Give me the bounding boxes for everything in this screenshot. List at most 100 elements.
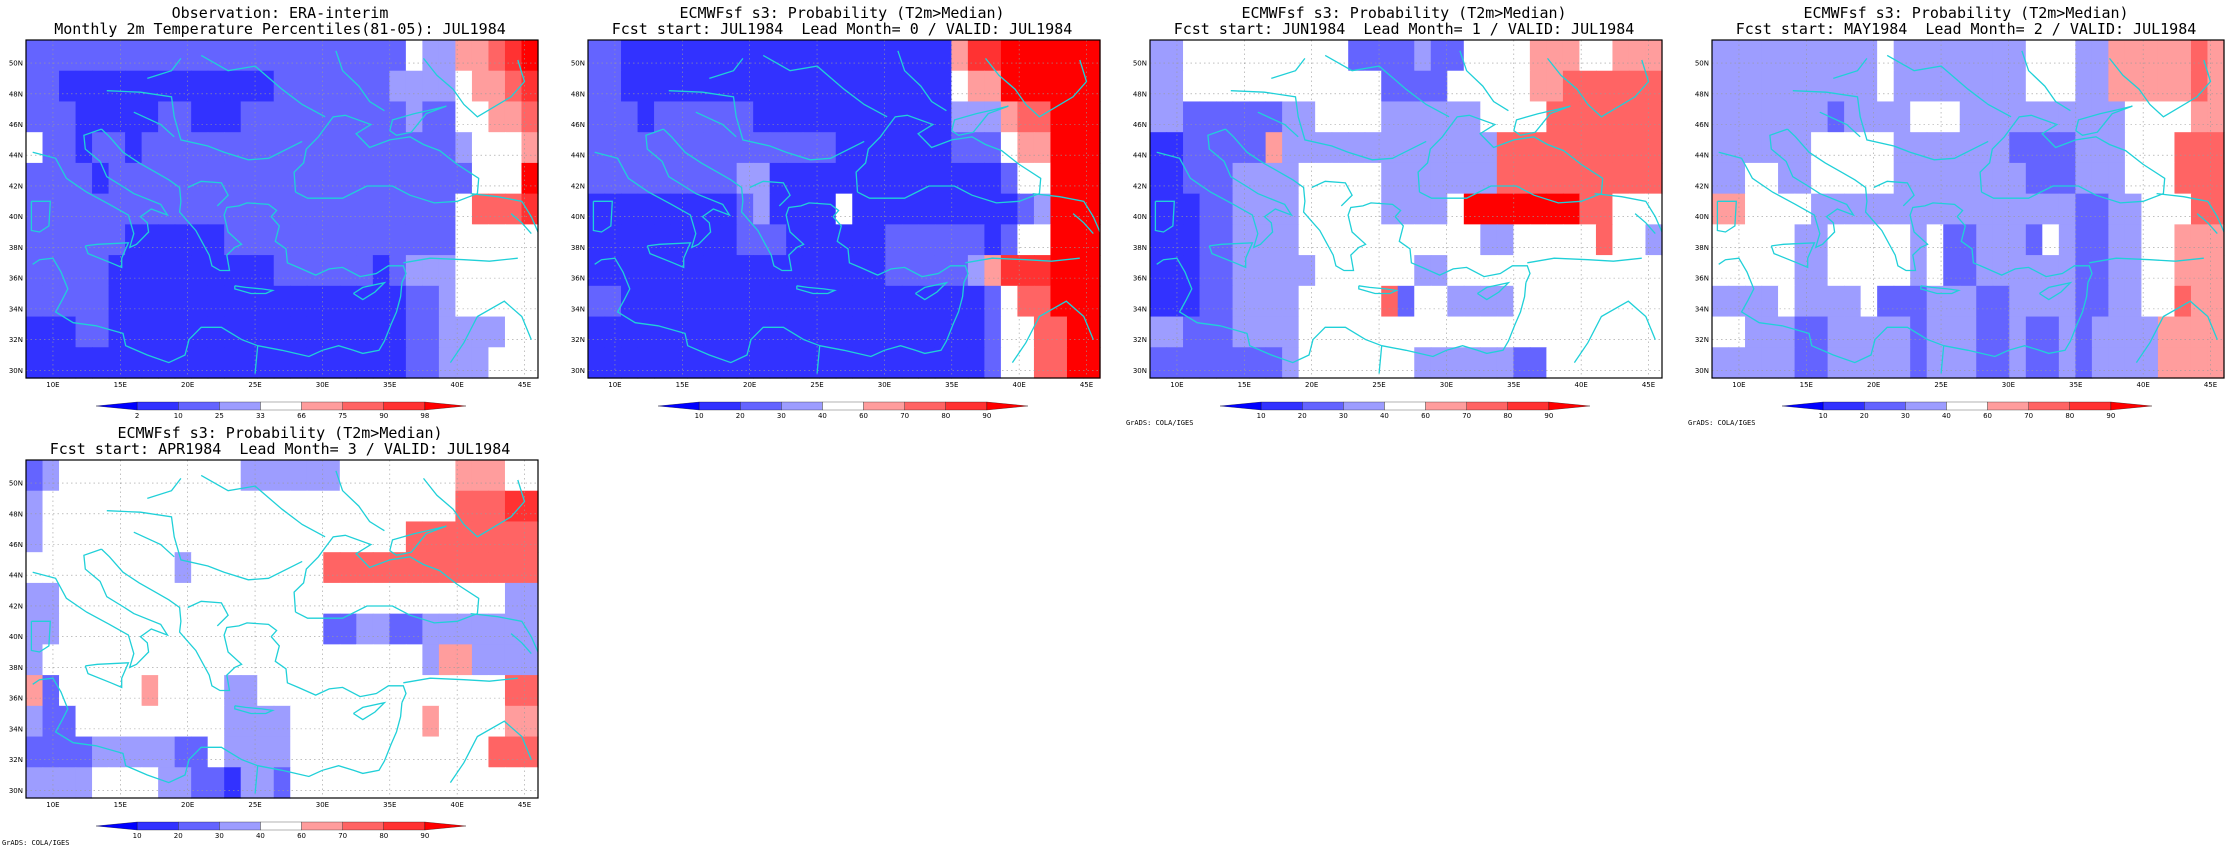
colorbar-label: 60 [1421,412,1430,420]
grid-cell [1331,347,1349,379]
grid-cell [488,347,506,379]
grid-cell [885,40,903,72]
grid-cell [306,347,324,379]
grid-cell [389,193,407,225]
grid-cell [389,460,407,492]
grid-cell [455,767,473,799]
grid-cell [158,132,176,164]
grid-cell [273,582,291,615]
grid-cell [1628,70,1647,103]
grid-cell [2091,347,2109,379]
grid-cell [207,132,225,164]
grid-cell [2157,40,2176,72]
coastline [2039,281,2073,301]
grid-cell [2157,101,2176,133]
panel-title-line1: ECMWFsf s3: Probability (T2m>Median) [679,4,1005,22]
coastline [449,300,532,363]
grid-cell [901,162,919,195]
grid-cell [1628,255,1647,287]
grid-cell [1712,224,1730,256]
grid-cell [1364,316,1382,348]
lat-tick-label: 32N [1695,336,1709,344]
grid-cell [1562,255,1581,287]
grid-cell [257,132,275,164]
grid-cell [125,101,143,133]
grid-cell [455,193,473,225]
grid-cell [389,316,407,348]
coastline [1527,257,1642,264]
grid-cell [1183,70,1201,103]
coastline [32,257,258,364]
lon-tick-label: 30E [316,801,329,809]
grid-cell [1811,255,1829,287]
grid-cell [2058,316,2076,348]
grid-cell [967,255,985,287]
lat-tick-label: 46N [1133,121,1147,129]
coastline [1324,54,1450,118]
colorbar-segment [2069,401,2112,411]
grid-cell [1183,316,1201,348]
grid-cell [125,193,143,225]
grid-cell [405,40,423,72]
grid-cell [389,552,407,584]
grid-cell [588,255,606,287]
grid-cell [1050,285,1068,318]
grid-cell [356,70,374,103]
grid-cell [2108,224,2126,256]
grid-cell [240,224,258,256]
grid-cell [471,490,490,523]
grid-cell [2207,347,2225,379]
grid-cell [174,70,192,103]
grid-cell [290,255,308,287]
grid-cell [2207,101,2225,133]
grid-cell [2207,285,2225,318]
grid-cell [372,162,390,195]
grid-cell [2075,285,2093,318]
coastlines [30,50,538,374]
grid-cell [290,675,308,707]
grid-cell [2009,224,2027,256]
grid-cell [273,460,291,492]
grid-cell [471,644,490,676]
grid-cell [174,255,192,287]
grid-cell [273,521,291,553]
grid-cell [273,162,291,195]
grid-cell [1232,132,1250,164]
coastline [254,765,259,794]
grid-cell [1579,285,1597,318]
grid-cell [1265,347,1283,379]
graticule: 10E 15E 20E 25E 30E 35E 40E 45E30N32N34N36N38N4… [9,460,538,809]
colorbar-label: 90 [420,832,429,840]
grid-cell [504,162,523,195]
grid-cell [405,521,423,553]
grid-cell [852,193,870,225]
grid-cell [2124,224,2143,256]
grid-cell [2058,285,2076,318]
lat-tick-label: 44N [9,572,23,580]
grid-cell [1066,255,1085,287]
grid-cell [1463,40,1481,72]
grid-cell [637,316,655,348]
grid-cell [885,285,903,318]
grid-cell [1712,347,1730,379]
grid-cell [455,316,473,348]
grid-cell [405,193,423,225]
grid-cell [42,705,60,738]
grid-cell [207,224,225,256]
grid-cell [703,224,721,256]
grid-cell [934,316,952,348]
lat-tick-label: 34N [1695,305,1709,313]
map-svg: 10E 15E 20E 25E 30E 35E 40E 45E30N32N34N36N38N4… [1695,39,2225,420]
grid-cell [339,101,357,133]
grid-cell [720,285,738,318]
coastline [1573,300,1656,363]
grid-cell [1166,101,1184,133]
colorbar: 10 20 30 40 60 70 80 90 [95,821,467,840]
grid-cell [2058,193,2076,225]
lat-tick-label: 50N [1133,60,1147,68]
grid-cell [1083,132,1101,164]
grid-cell [257,460,275,492]
coastline [1208,242,1254,269]
coastline [1230,90,1427,161]
grid-cell [1050,193,1068,225]
